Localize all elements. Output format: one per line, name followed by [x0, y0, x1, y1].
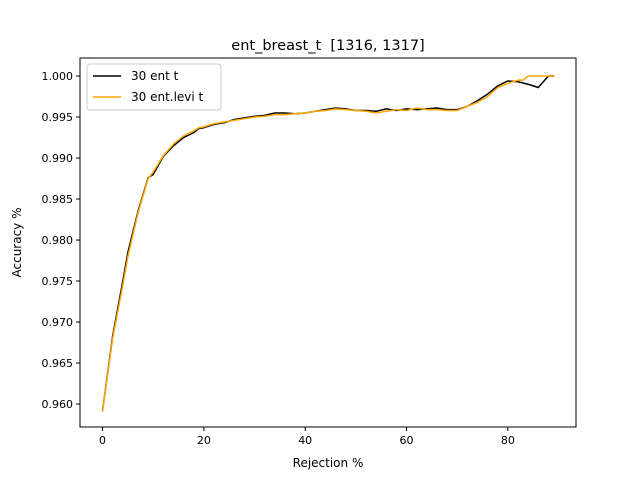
- legend-label-ent-t: 30 ent t: [131, 69, 179, 83]
- y-axis-ticks: 0.960 0.965 0.970 0.975 0.980 0.985 0.990 0.995…: [42, 70, 80, 411]
- x-axis-ticks: 0 20 40 60 80: [99, 427, 515, 447]
- x-tick-label: 0: [99, 434, 106, 447]
- legend: 30 ent t 30 ent.levi t: [86, 63, 222, 111]
- y-tick-label: 0.990: [42, 152, 74, 165]
- x-axis-label: Rejection %: [293, 456, 364, 470]
- legend-label-ent-levi-t: 30 ent.levi t: [131, 90, 204, 104]
- y-axis-label: Accuracy %: [10, 207, 24, 277]
- series-line-30-ent-levi-t: [101, 75, 555, 412]
- series-layer: [101, 75, 555, 412]
- x-tick-label: 40: [298, 434, 312, 447]
- y-tick-label: 0.975: [42, 275, 74, 288]
- y-tick-label: 0.965: [42, 357, 74, 370]
- x-tick-label: 20: [197, 434, 211, 447]
- y-tick-label: 0.985: [42, 193, 74, 206]
- y-tick-label: 0.960: [42, 398, 74, 411]
- plot-area: [80, 58, 576, 427]
- y-tick-label: 0.995: [42, 111, 74, 124]
- x-tick-label: 60: [400, 434, 414, 447]
- y-tick-label: 0.980: [42, 234, 74, 247]
- plot-frame: [79, 57, 577, 428]
- x-tick-label: 80: [501, 434, 515, 447]
- y-tick-label: 0.970: [42, 316, 74, 329]
- y-tick-label: 1.000: [42, 70, 74, 83]
- chart-title: ent_breast_t [1316, 1317]: [231, 38, 424, 54]
